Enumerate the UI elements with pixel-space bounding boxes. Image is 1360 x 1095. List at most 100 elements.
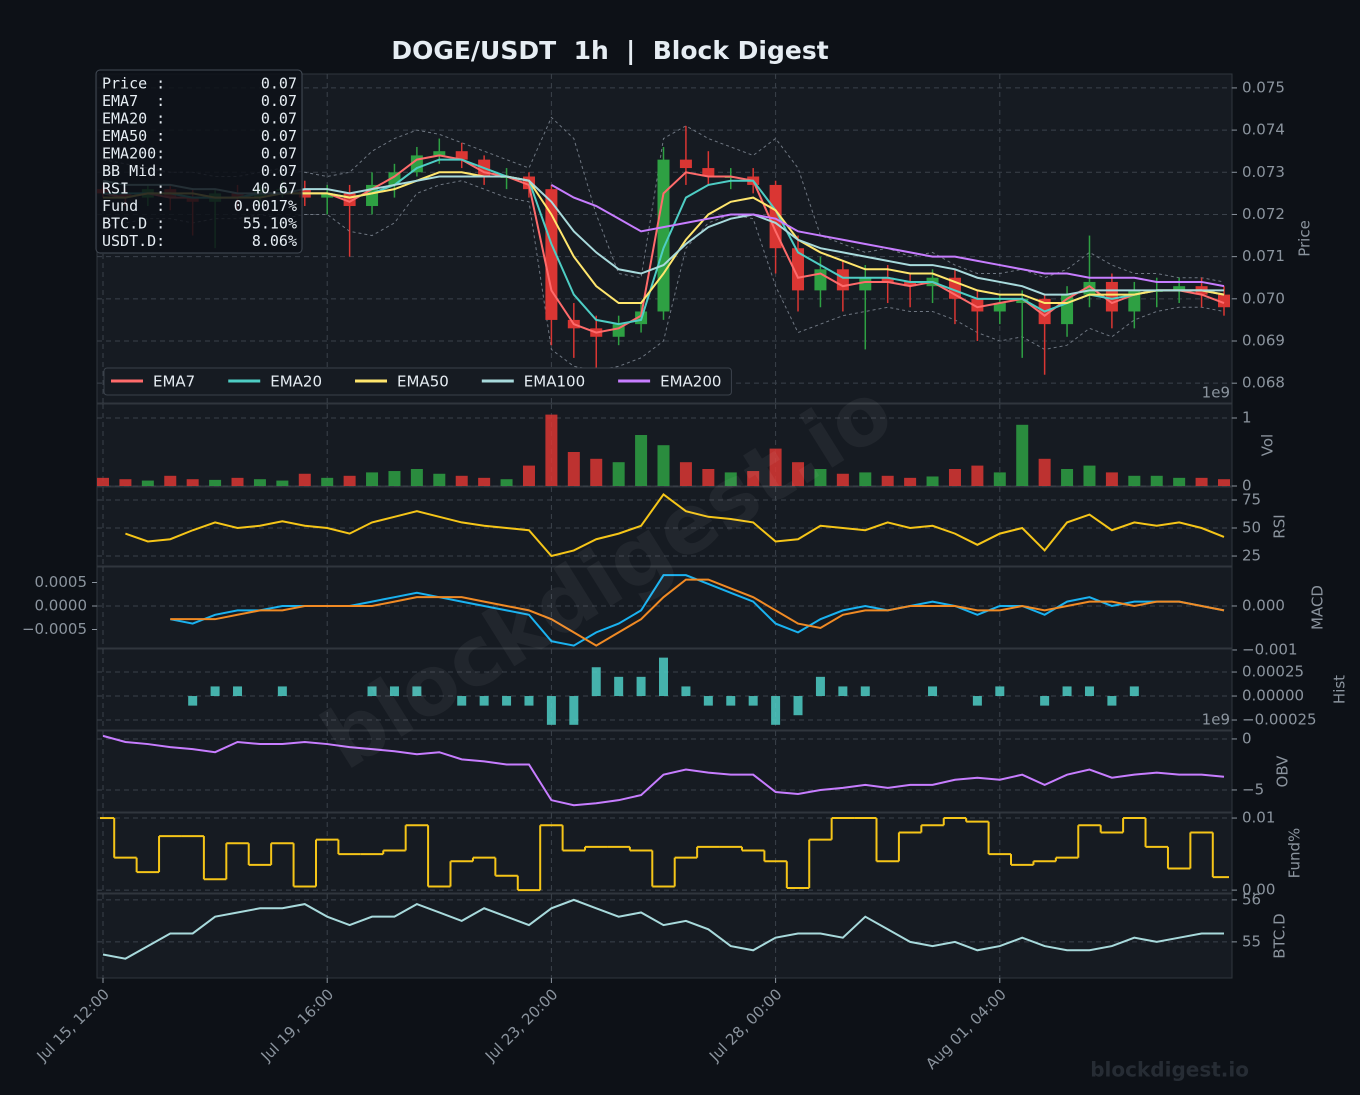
y-tick-label: 0.01 xyxy=(1242,809,1275,827)
legend-label: EMA200 xyxy=(660,373,721,391)
bar xyxy=(814,469,827,486)
info-value: 0.07 xyxy=(261,162,297,180)
series-line xyxy=(125,492,1225,558)
candle-body xyxy=(321,193,334,198)
y-tick-label: 0.00 xyxy=(1242,881,1275,899)
panel xyxy=(96,566,1233,649)
info-value: 8.06% xyxy=(252,232,297,250)
bar xyxy=(590,458,603,486)
y-tick-label: 56 xyxy=(1242,890,1261,908)
legend-label: EMA7 xyxy=(153,373,195,391)
candle-body xyxy=(904,281,917,287)
bar xyxy=(277,686,287,697)
bar xyxy=(926,476,939,486)
bar xyxy=(815,676,825,697)
series-line xyxy=(102,734,1225,807)
y-tick-label: 0.075 xyxy=(1242,78,1285,96)
y2-tick-label: 0.0000 xyxy=(35,596,88,614)
bar xyxy=(276,480,289,486)
y-tick-label: 0.074 xyxy=(1242,121,1285,139)
bar xyxy=(1173,477,1186,486)
y-tick-label: 75 xyxy=(1242,490,1261,508)
bar xyxy=(635,435,648,486)
bar xyxy=(119,479,132,486)
candle-body xyxy=(859,277,872,291)
bar xyxy=(860,686,870,697)
info-box xyxy=(95,69,303,254)
bar xyxy=(210,686,220,697)
info-value: 0.07 xyxy=(261,110,297,128)
bar xyxy=(1128,475,1141,486)
bar xyxy=(455,475,468,486)
legend-label: EMA100 xyxy=(524,373,585,391)
bar xyxy=(164,475,177,486)
bar xyxy=(972,696,982,706)
bar xyxy=(253,479,266,486)
info-label: EMA20 : xyxy=(102,110,165,128)
bar xyxy=(569,696,579,725)
bar xyxy=(881,475,894,486)
y-tick-label: −0.00025 xyxy=(1242,711,1317,729)
bar xyxy=(703,696,713,706)
bar xyxy=(500,479,513,486)
bar xyxy=(1084,686,1094,697)
footer: blockdigest.io xyxy=(1090,1058,1249,1082)
candle-body xyxy=(1173,286,1186,291)
bar xyxy=(367,686,377,697)
candle-body xyxy=(814,269,827,291)
y-tick-label: 0 xyxy=(1242,477,1252,495)
candle-body xyxy=(993,303,1006,312)
bar xyxy=(971,465,984,486)
bar xyxy=(479,696,489,706)
bar xyxy=(793,696,803,716)
bar xyxy=(412,686,422,697)
bar xyxy=(1040,696,1050,706)
bar xyxy=(478,477,491,486)
bar xyxy=(366,472,379,486)
y-axis-label: Fund% xyxy=(1286,828,1304,879)
bar xyxy=(1129,686,1139,697)
bar xyxy=(410,469,423,486)
series-line xyxy=(102,898,1224,960)
info-value: 40.67 xyxy=(252,180,297,198)
info-label: Price : xyxy=(102,75,165,93)
bar xyxy=(769,448,782,486)
candle-body xyxy=(792,248,805,291)
y-axis-label: OBV xyxy=(1274,755,1292,788)
bar xyxy=(343,475,356,486)
candle-body xyxy=(971,298,984,312)
y-tick-label: −5 xyxy=(1242,780,1264,798)
bar xyxy=(1150,475,1163,486)
bar xyxy=(1083,465,1096,486)
bar xyxy=(231,477,244,486)
info-value: 0.0017% xyxy=(234,197,297,215)
bar xyxy=(702,469,715,486)
bar xyxy=(657,445,670,486)
bar xyxy=(679,462,692,486)
bar xyxy=(433,473,446,486)
y-axis-label: Price xyxy=(1296,220,1314,257)
info-value: 55.10% xyxy=(243,215,297,233)
bar xyxy=(995,686,1005,697)
series-line xyxy=(170,578,1225,647)
offset-label: 1e9 xyxy=(1202,711,1230,729)
bar xyxy=(1107,696,1117,706)
y-tick-label: 0.070 xyxy=(1242,289,1285,307)
bar xyxy=(1105,472,1118,486)
bar xyxy=(388,471,401,486)
info-label: EMA200: xyxy=(102,145,165,163)
candle-body xyxy=(657,159,670,312)
bar xyxy=(591,667,601,697)
y-tick-label: −0.001 xyxy=(1242,640,1298,658)
bar xyxy=(614,676,624,697)
info-label: USDT.D: xyxy=(102,232,165,250)
y-tick-label: 1 xyxy=(1242,409,1252,427)
bar xyxy=(321,477,334,486)
bar xyxy=(612,462,625,486)
bar xyxy=(859,472,872,486)
y-tick-label: 0.000 xyxy=(1242,596,1285,614)
bar xyxy=(141,480,154,486)
bar xyxy=(993,472,1006,486)
y2-tick-label: 0.0005 xyxy=(35,573,88,591)
info-label: BB Mid: xyxy=(102,162,165,180)
